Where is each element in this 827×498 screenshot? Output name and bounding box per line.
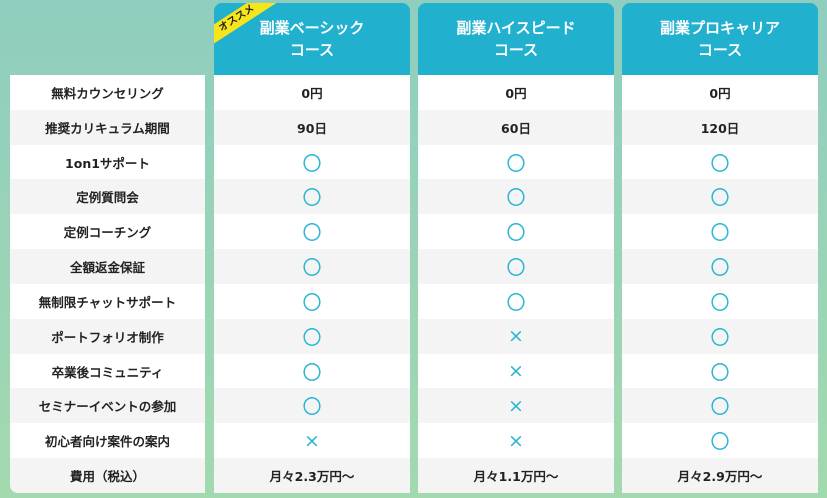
circle-icon: 〇 — [710, 152, 730, 175]
course-title-line1: 副業プロキャリア — [659, 19, 780, 37]
cell-value: 120日 — [700, 120, 740, 136]
table-cell: 〇 — [622, 179, 818, 215]
table-cell: × — [214, 423, 410, 459]
table-cell: 0円 — [418, 75, 614, 110]
table-cell: 120日 — [622, 109, 818, 145]
circle-icon: 〇 — [506, 187, 526, 210]
table-cell: 〇 — [622, 249, 818, 284]
table-cell: × — [418, 318, 614, 354]
table-cell: 〇 — [214, 179, 410, 215]
cell-value: 月々2.9万円〜 — [677, 469, 763, 485]
table-cell: 〇 — [214, 283, 410, 319]
table-cell: × — [418, 388, 614, 424]
circle-icon: 〇 — [302, 396, 322, 419]
feature-label: 1on1サポート — [10, 144, 205, 180]
cell-value: 0円 — [709, 85, 731, 101]
circle-icon: 〇 — [710, 396, 730, 419]
feature-label: 無制限チャットサポート — [10, 283, 205, 319]
table-cell: 〇 — [418, 144, 614, 180]
course-title-line1: 副業ベーシック — [259, 19, 365, 37]
table-cell: 〇 — [622, 388, 818, 424]
table-cell: 月々1.1万円〜 — [418, 458, 614, 493]
table-cell: 月々2.3万円〜 — [214, 458, 410, 493]
circle-icon: 〇 — [302, 291, 322, 314]
circle-icon: 〇 — [302, 222, 322, 245]
table-cell: 〇 — [622, 353, 818, 389]
circle-icon: 〇 — [302, 326, 322, 349]
feature-label: セミナーイベントの参加 — [10, 388, 205, 424]
table-cell: 〇 — [622, 423, 818, 459]
feature-label: 無料カウンセリング — [10, 75, 205, 110]
circle-icon: 〇 — [710, 361, 730, 384]
circle-icon: 〇 — [710, 326, 730, 349]
course-column: オススメ 副業ベーシック コース 0円 90日〇〇〇〇〇〇〇〇 × 月々2.3万円〜 — [214, 3, 410, 493]
feature-label-column: 無料カウンセリング 推奨カリキュラム期間 1on1サポート 定例質問会 定例コーチング全… — [10, 75, 205, 493]
table-cell: × — [418, 353, 614, 389]
circle-icon: 〇 — [302, 152, 322, 175]
table-cell: 〇 — [622, 283, 818, 319]
table-cell: 〇 — [418, 283, 614, 319]
table-cell: 〇 — [214, 249, 410, 284]
course-column: 副業ハイスピード コース 0円 60日〇〇〇〇〇 × × × × 月々1.1万円〜 — [418, 3, 614, 493]
table-cell: 〇 — [418, 249, 614, 284]
circle-icon: 〇 — [710, 222, 730, 245]
feature-label: ポートフォリオ制作 — [10, 318, 205, 354]
table-cell: 〇 — [418, 214, 614, 250]
circle-icon: 〇 — [506, 222, 526, 245]
course-title-line2: コース — [697, 41, 743, 59]
course-title-line1: 副業ハイスピード — [456, 19, 576, 37]
table-cell: 〇 — [214, 318, 410, 354]
feature-label: 初心者向け案件の案内 — [10, 423, 205, 459]
table-cell: 〇 — [214, 214, 410, 250]
cell-value: 90日 — [297, 120, 327, 136]
feature-label: 全額返金保証 — [10, 249, 205, 284]
circle-icon: 〇 — [506, 257, 526, 280]
table-cell: 〇 — [214, 144, 410, 180]
circle-icon: 〇 — [710, 187, 730, 210]
table-cell: 〇 — [622, 214, 818, 250]
cross-icon: × — [508, 394, 524, 417]
cross-icon: × — [508, 429, 524, 452]
cell-value: 60日 — [501, 120, 531, 136]
course-title-line2: コース — [493, 41, 539, 59]
table-cell: 90日 — [214, 109, 410, 145]
cross-icon: × — [508, 325, 524, 348]
feature-label: 定例コーチング — [10, 214, 205, 250]
circle-icon: 〇 — [302, 361, 322, 384]
table-cell: 〇 — [214, 388, 410, 424]
course-header: オススメ 副業ベーシック コース — [214, 3, 410, 75]
circle-icon: 〇 — [302, 187, 322, 210]
cell-value: 月々2.3万円〜 — [269, 469, 355, 485]
feature-label: 費用（税込） — [10, 458, 205, 493]
table-cell: × — [418, 423, 614, 459]
course-column: 副業プロキャリア コース 0円 120日〇〇〇〇〇〇〇〇〇月々2.9万円〜 — [622, 3, 818, 493]
course-header: 副業ハイスピード コース — [418, 3, 614, 75]
circle-icon: 〇 — [710, 431, 730, 454]
table-cell: 60日 — [418, 109, 614, 145]
table-cell: 0円 — [214, 75, 410, 110]
table-cell: 〇 — [622, 318, 818, 354]
feature-label: 定例質問会 — [10, 179, 205, 215]
cross-icon: × — [508, 360, 524, 383]
circle-icon: 〇 — [506, 291, 526, 314]
cell-value: 0円 — [301, 85, 323, 101]
course-header: 副業プロキャリア コース — [622, 3, 818, 75]
table-cell: 月々2.9万円〜 — [622, 458, 818, 493]
table-cell: 〇 — [622, 144, 818, 180]
table-cell: 〇 — [214, 353, 410, 389]
course-title-line2: コース — [289, 41, 335, 59]
feature-label: 推奨カリキュラム期間 — [10, 109, 205, 145]
table-cell: 0円 — [622, 75, 818, 110]
circle-icon: 〇 — [506, 152, 526, 175]
circle-icon: 〇 — [710, 257, 730, 280]
circle-icon: 〇 — [710, 291, 730, 314]
cell-value: 0円 — [505, 85, 527, 101]
cross-icon: × — [304, 429, 320, 452]
circle-icon: 〇 — [302, 257, 322, 280]
feature-label: 卒業後コミュニティ — [10, 353, 205, 389]
cell-value: 月々1.1万円〜 — [473, 469, 559, 485]
table-cell: 〇 — [418, 179, 614, 215]
